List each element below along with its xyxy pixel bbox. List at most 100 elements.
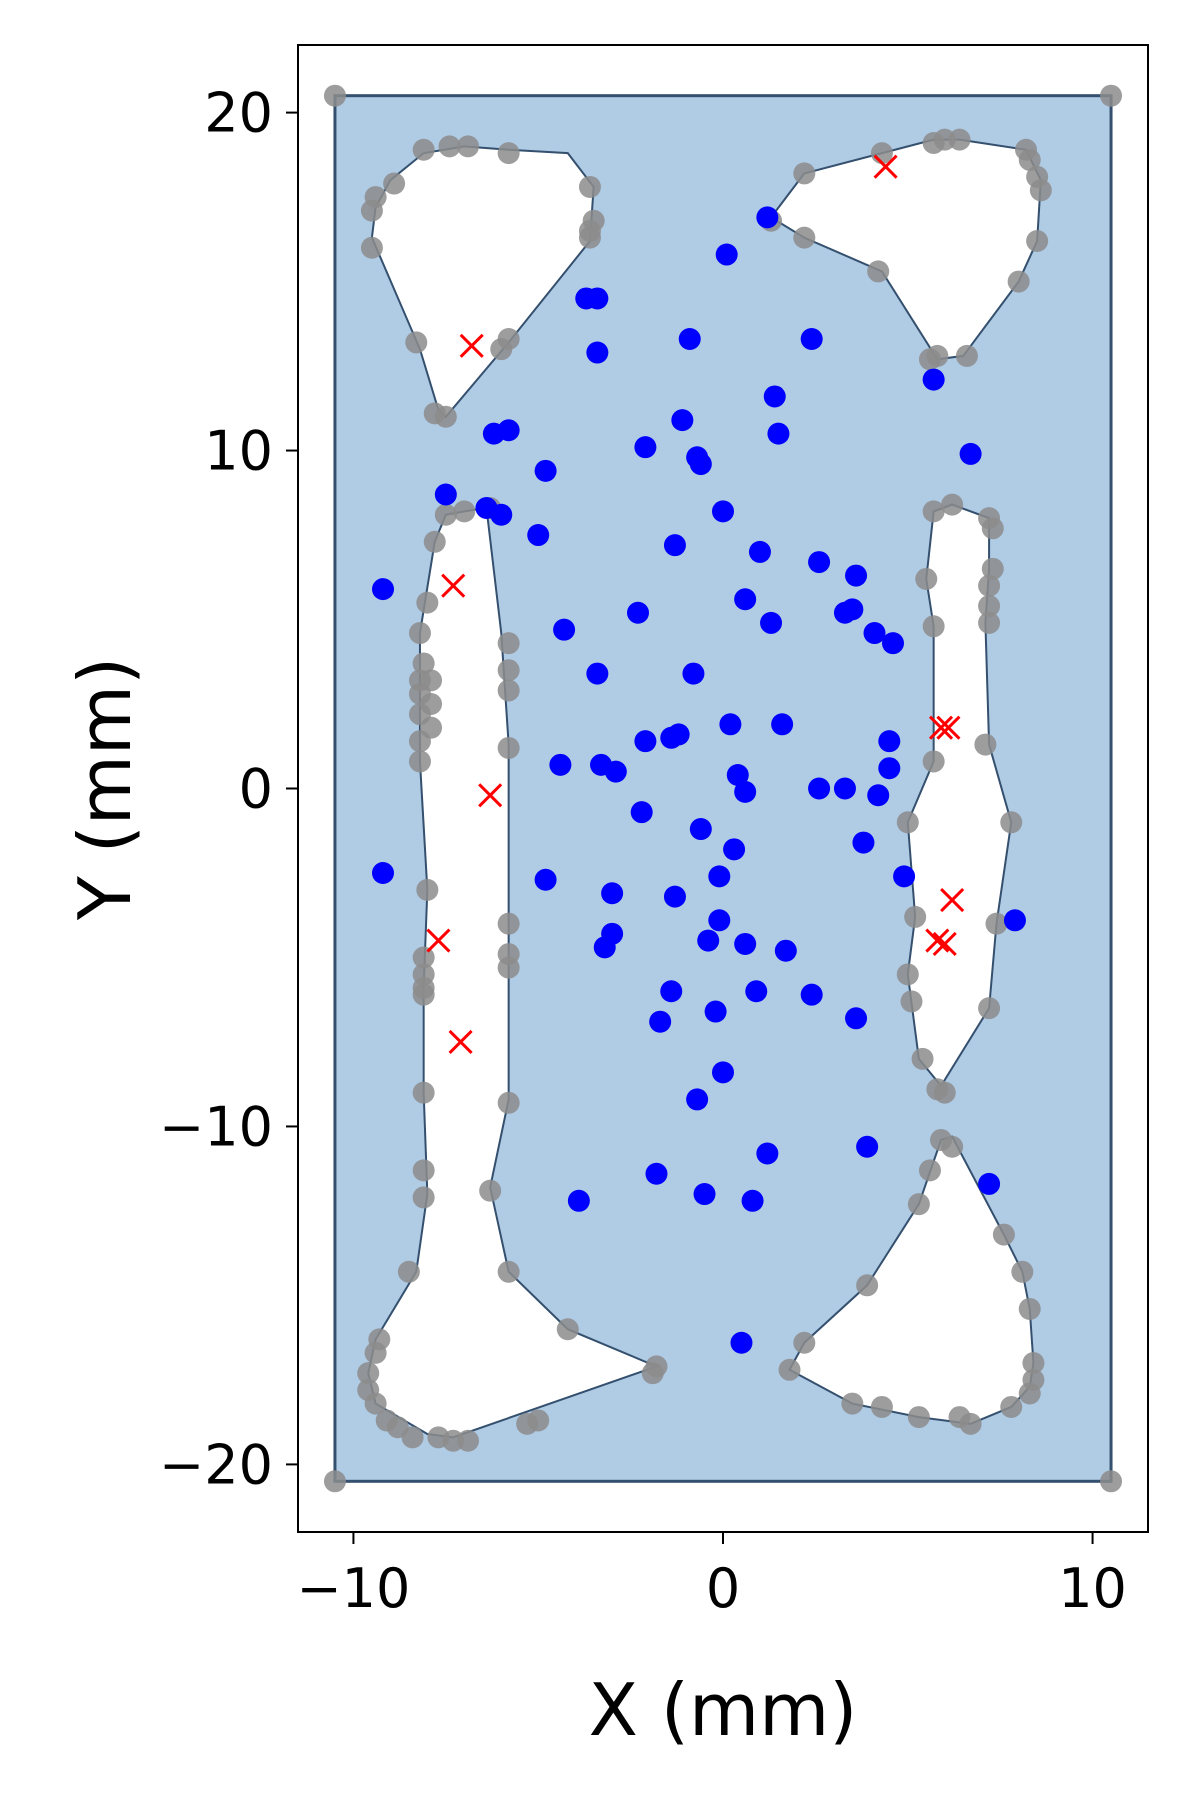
interior-point [867, 784, 890, 807]
boundary-point [1018, 1382, 1041, 1405]
x-tick-label: 0 [706, 1557, 740, 1620]
boundary-point [1029, 179, 1052, 202]
boundary-point [978, 595, 1001, 618]
interior-point [745, 980, 768, 1003]
boundary-point [1018, 148, 1041, 171]
boundary-point [1100, 1470, 1123, 1493]
interior-point [604, 760, 627, 783]
boundary-point [412, 1186, 435, 1209]
interior-point [878, 730, 901, 753]
interior-point [800, 328, 823, 351]
interior-point [756, 206, 779, 229]
boundary-point [1026, 230, 1049, 253]
interior-point [763, 385, 786, 408]
interior-point [856, 1135, 879, 1158]
boundary-point [907, 1193, 930, 1216]
boundary-point [420, 716, 443, 739]
interior-point [693, 1183, 716, 1206]
boundary-points-layer [323, 84, 1123, 1493]
interior-point [852, 831, 875, 854]
interior-point [978, 1172, 1001, 1195]
interior-point [771, 713, 794, 736]
y-axis-label: Y (mm) [63, 657, 147, 921]
boundary-point [955, 344, 978, 367]
cross-marker [873, 154, 898, 179]
hole-outline-5 [788, 1135, 1035, 1425]
interior-point [627, 601, 649, 624]
boundary-point [479, 1179, 502, 1202]
interior-point [845, 1007, 868, 1030]
y-tick-label: −10 [159, 1095, 273, 1158]
boundary-point [360, 236, 383, 259]
interior-point [593, 936, 616, 959]
boundary-point [941, 493, 964, 516]
y-tick-label: 20 [204, 82, 273, 145]
cross-marker [932, 931, 957, 957]
boundary-point [497, 736, 520, 759]
interior-point [723, 838, 746, 861]
interior-point [741, 1189, 764, 1212]
boundary-point [922, 750, 945, 773]
boundary-point [974, 733, 997, 756]
interior-point [586, 287, 609, 310]
boundary-point [778, 1358, 801, 1381]
boundary-point [1000, 1395, 1023, 1418]
boundary-point [1000, 811, 1023, 834]
interior-point [527, 524, 550, 547]
boundary-point [412, 138, 435, 161]
interior-point [845, 564, 868, 587]
boundary-point [416, 591, 439, 614]
cross-marker [928, 715, 954, 740]
boundary-point [793, 226, 816, 249]
boundary-point [992, 1223, 1015, 1246]
y-tick-label: −20 [159, 1433, 273, 1496]
boundary-point [364, 186, 387, 209]
boundary-point [578, 175, 601, 198]
interior-point [734, 780, 757, 803]
boundary-point [904, 905, 927, 928]
interior-point [682, 662, 705, 685]
interior-point [704, 1000, 727, 1023]
boundary-point [900, 990, 923, 1013]
interior-point [686, 1088, 709, 1111]
boundary-point [1018, 1297, 1041, 1320]
interior-point [833, 777, 856, 800]
interior-point [882, 632, 904, 655]
boundary-point [416, 878, 439, 901]
boundary-point [841, 1392, 864, 1415]
boundary-point [1007, 270, 1030, 293]
boundary-point [490, 338, 513, 361]
interior-point [634, 730, 657, 753]
interior-point [372, 578, 394, 601]
cross-markers-layer [426, 154, 965, 1055]
y-tick-label: 0 [239, 758, 273, 821]
boundary-point [423, 530, 446, 553]
boundary-point [978, 997, 1001, 1020]
boundary-point [978, 611, 1001, 634]
boundary-point [323, 1470, 346, 1493]
interior-point [586, 662, 609, 685]
boundary-point [412, 1081, 435, 1104]
x-axis-ticks: −10 0 10 [296, 1532, 1127, 1620]
boundary-point [933, 1081, 956, 1104]
boundary-point [383, 172, 406, 195]
interior-point [663, 885, 686, 908]
interior-point [959, 442, 982, 465]
interior-point [748, 540, 771, 563]
interior-point [712, 1061, 734, 1084]
boundary-point [420, 669, 443, 692]
boundary-point [408, 750, 431, 773]
boundary-point [364, 1341, 387, 1364]
interior-point [767, 422, 790, 445]
cross-marker [459, 333, 484, 358]
boundary-point [412, 1159, 435, 1182]
boundary-point [434, 503, 457, 526]
boundary-point [497, 912, 520, 935]
boundary-point [1011, 1260, 1034, 1283]
interior-point [878, 757, 901, 780]
boundary-point [401, 1426, 424, 1449]
interior-point [649, 1010, 672, 1033]
interior-point [863, 622, 886, 645]
interior-point [760, 611, 783, 634]
